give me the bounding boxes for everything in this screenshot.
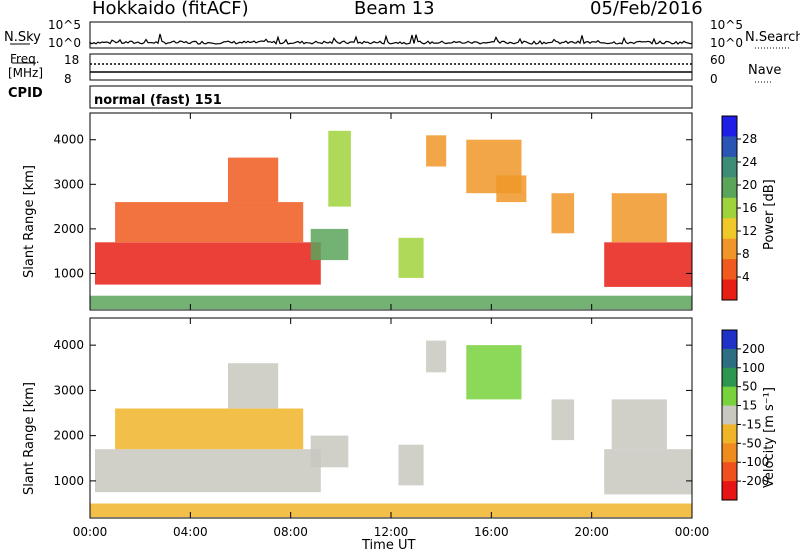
power-data-region [496, 175, 527, 203]
cpid-panel-frame [89, 85, 693, 109]
power-colorbar-tick-label: 16 [742, 201, 757, 215]
power-data-region [398, 237, 424, 278]
xtick-label: 00:00 [675, 525, 710, 539]
nsky-label: N.Sky [4, 30, 41, 45]
power-colorbar-tick-label: 28 [742, 132, 757, 146]
power-data-region [228, 157, 279, 203]
power-colorbar-segment [722, 156, 737, 178]
station-title: Hokkaido (fitACF) [92, 0, 249, 19]
nsearch-tick-bottom: 10^0 [710, 36, 743, 50]
velocity-colorbar-segment [722, 443, 737, 463]
velocity-colorbar-segment [722, 424, 737, 444]
velocity-colorbar-segment [722, 367, 737, 388]
velocity-colorbar-segment [722, 386, 737, 407]
velocity-data-region [115, 408, 304, 450]
xtick-label: 08:00 [273, 525, 308, 539]
velocity-data-region [426, 340, 447, 373]
power-colorbar-tick-label: 12 [742, 224, 757, 238]
xtick-label: 20:00 [574, 525, 609, 539]
power-ytick-label: 3000 [53, 177, 84, 191]
velocity-colorbar-segment [722, 330, 737, 350]
power-ytick-label: 4000 [53, 133, 84, 147]
power-data-region [611, 193, 667, 243]
power-colorbar-tick-label: 8 [742, 247, 750, 261]
xtick-label: 04:00 [173, 525, 208, 539]
velocity-colorbar-tick-label: -50 [742, 436, 762, 450]
velocity-ytick-label: 1000 [53, 474, 84, 488]
power-colorbar-tick-label: 24 [742, 155, 757, 169]
power-colorbar-segment [722, 197, 737, 219]
freq-tick-top: 18 [64, 53, 80, 67]
noise-panel-frame [89, 21, 693, 49]
velocity-ytick-label: 2000 [53, 429, 84, 443]
power-colorbar-segment [722, 218, 737, 240]
power-colorbar-segment [722, 177, 737, 199]
nave-tick-bottom: 0 [710, 72, 718, 86]
velocity-colorbar-tick-label: 50 [742, 380, 757, 394]
freq-unit-label: [MHz] [8, 66, 44, 80]
xtick-label: 12:00 [374, 525, 409, 539]
power-ytick-label: 2000 [53, 222, 84, 236]
velocity-data-region [310, 435, 349, 468]
nsky-tick-top: 10^5 [48, 18, 81, 32]
velocity-ytick-label: 3000 [53, 383, 84, 397]
velocity-data-region [611, 399, 667, 450]
power-data-region [95, 242, 321, 285]
power-data-region [310, 228, 349, 261]
velocity-data-region [90, 503, 692, 518]
velocity-data-region [466, 345, 522, 400]
power-colorbar-tick-label: 4 [742, 270, 750, 284]
velocity-data-region [95, 449, 321, 493]
power-colorbar-segment [722, 136, 737, 158]
noise-trace [89, 33, 693, 46]
velocity-colorbar-segment [722, 462, 737, 482]
velocity-colorbar-tick-label: 15 [742, 399, 757, 413]
power-data-region [115, 202, 304, 243]
nave-label: Nave [748, 63, 782, 78]
power-data-region [604, 242, 692, 287]
nsearch-label: N.Search [745, 30, 800, 45]
velocity-data-region [228, 363, 279, 409]
xtick-label: 16:00 [474, 525, 509, 539]
nsearch-tick-top: 10^5 [710, 18, 743, 32]
velocity-colorbar-segment [722, 348, 737, 369]
velocity-data-region [551, 399, 575, 441]
date-title: 05/Feb/2016 [590, 0, 703, 19]
freq-tick-bottom: 8 [64, 72, 72, 86]
cpid-text: normal (fast) 151 [94, 93, 222, 108]
power-colorbar-segment [722, 238, 737, 260]
velocity-data-region [604, 449, 692, 495]
velocity-colorbar-segment [722, 481, 737, 501]
cpid-label: CPID [8, 86, 43, 101]
velocity-colorbar-tick-label: -200 [742, 474, 769, 488]
power-colorbar-segment [722, 259, 737, 280]
velocity-colorbar-frame [721, 329, 738, 501]
velocity-colorbar-tick-label: 100 [742, 361, 765, 375]
nave-tick-top: 60 [710, 53, 726, 67]
power-data-region [426, 135, 447, 167]
freq-panel-frame [89, 53, 693, 81]
velocity-ytick-label: 4000 [53, 338, 84, 352]
power-colorbar-segment [722, 279, 737, 301]
power-ytick-label: 1000 [53, 266, 84, 280]
velocity-colorbar-tick-label: -15 [742, 417, 762, 431]
xtick-label: 00:00 [73, 525, 108, 539]
velocity-colorbar-tick-label: -100 [742, 455, 769, 469]
beam-title: Beam 13 [354, 0, 435, 19]
nsky-tick-bottom: 10^0 [48, 36, 81, 50]
power-colorbar-segment [722, 116, 737, 137]
power-data-region [551, 193, 575, 234]
velocity-data-region [398, 444, 424, 486]
power-colorbar-tick-label: 20 [742, 178, 757, 192]
velocity-colorbar-segment [722, 405, 737, 425]
time-xlabel: Time UT [362, 538, 416, 553]
power-data-region [90, 295, 692, 310]
power-data-region [328, 130, 351, 207]
velocity-colorbar-tick-label: 200 [742, 342, 765, 356]
